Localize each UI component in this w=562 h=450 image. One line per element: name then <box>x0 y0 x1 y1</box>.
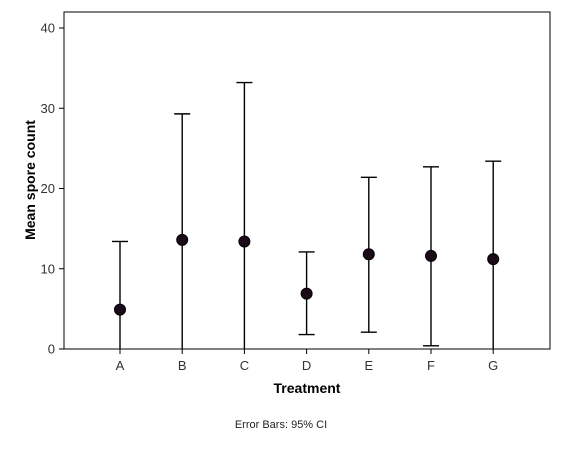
mean-point <box>362 248 375 261</box>
mean-point <box>114 303 126 316</box>
chart-footnote: Error Bars: 95% CI <box>235 419 327 431</box>
mean-point <box>238 235 251 248</box>
x-tick-label: E <box>364 358 373 373</box>
x-tick-label: G <box>488 358 498 373</box>
error-bar-group-d <box>298 251 315 336</box>
mean-point <box>487 253 500 266</box>
x-axis-title: Treatment <box>274 380 341 396</box>
x-tick-label: F <box>427 358 435 373</box>
x-tick-label: A <box>116 358 125 373</box>
mean-point <box>176 233 189 246</box>
y-axis-title: Mean spore count <box>22 120 38 240</box>
y-axis-ticks: 0 10 20 30 40 <box>41 21 64 357</box>
x-axis-ticks: A B C D E F G <box>116 349 498 373</box>
mean-point <box>425 249 437 262</box>
error-bar-group-g <box>485 160 502 349</box>
x-tick-label: B <box>178 358 187 373</box>
y-tick-label: 0 <box>48 342 55 357</box>
error-bar-group-f <box>423 166 439 347</box>
error-bar-group-e <box>360 176 377 333</box>
error-bar-group-b <box>174 113 191 349</box>
mean-point <box>300 287 313 300</box>
y-tick-label: 20 <box>41 181 55 196</box>
error-bar-group-a <box>112 240 128 349</box>
error-bar-group-c <box>236 81 253 349</box>
x-tick-label: C <box>240 358 249 373</box>
y-tick-label: 30 <box>41 101 55 116</box>
x-tick-label: D <box>302 358 311 373</box>
y-tick-label: 10 <box>41 261 55 276</box>
y-tick-label: 40 <box>41 21 55 36</box>
error-bar-marks <box>112 81 502 349</box>
